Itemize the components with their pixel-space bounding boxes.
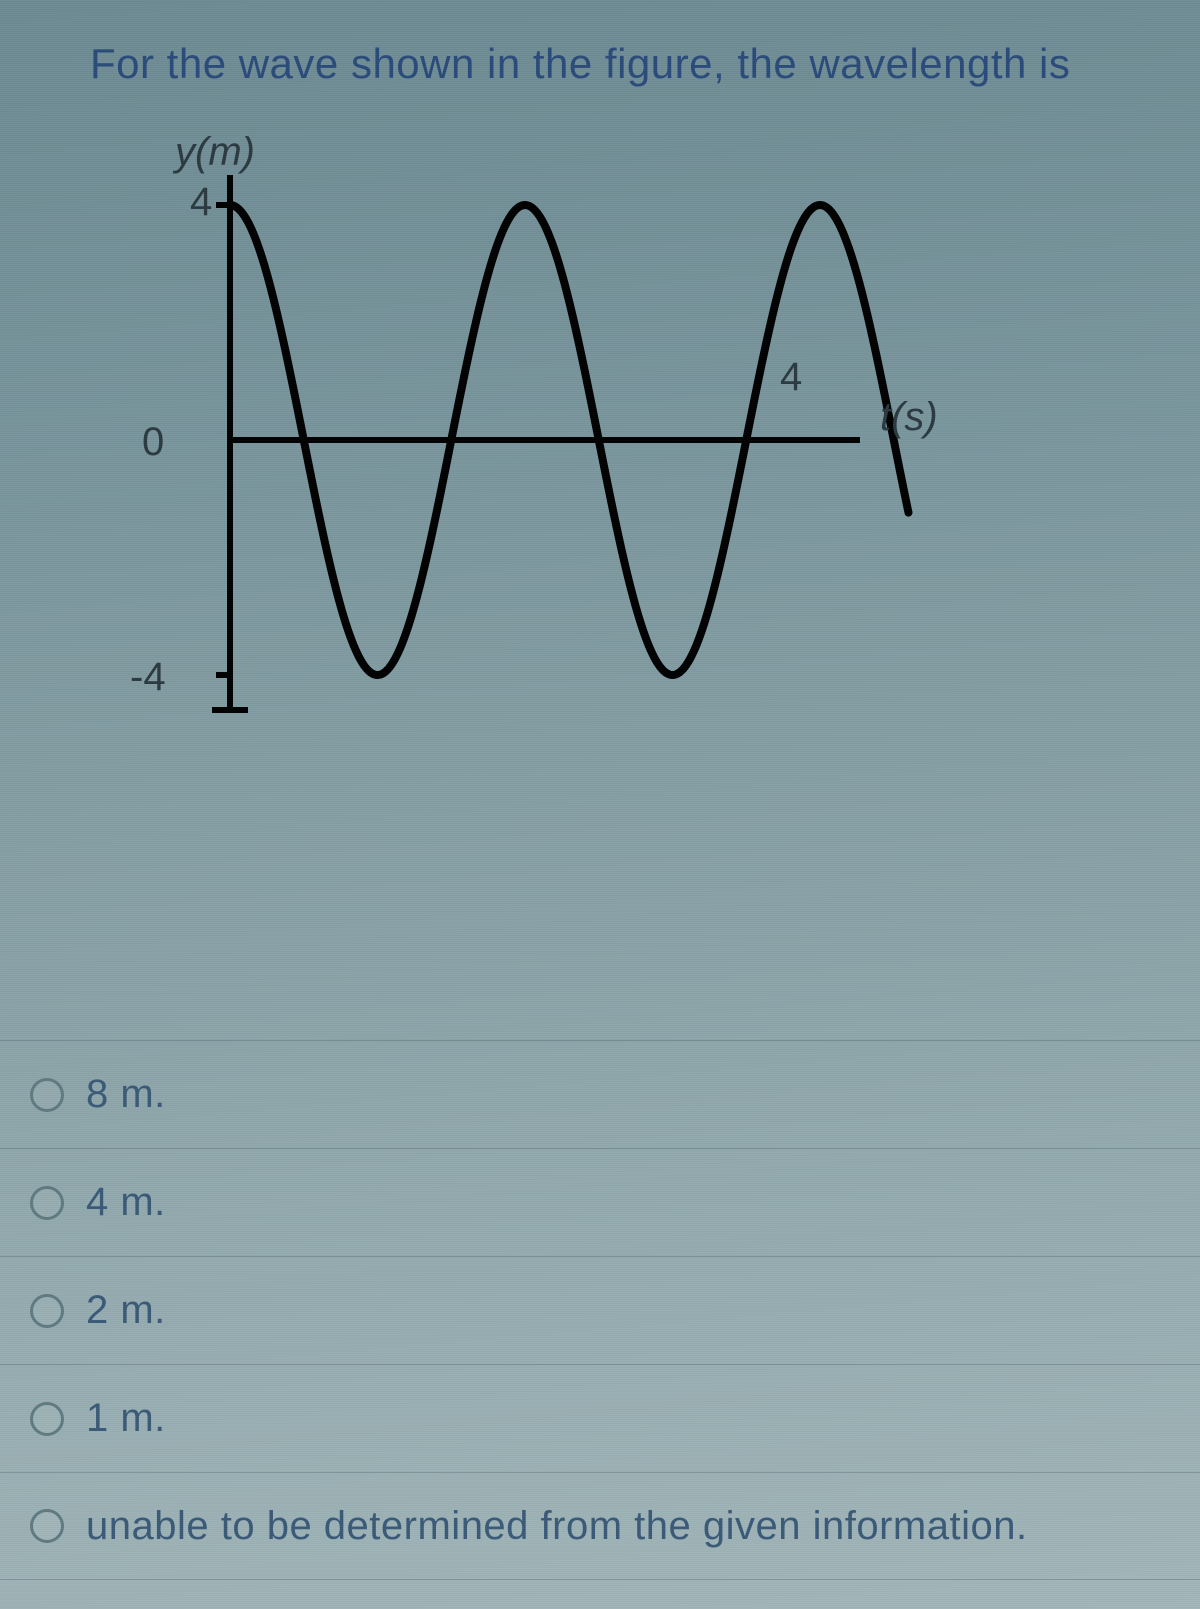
option-row[interactable]: 8 m. [0,1040,1200,1148]
y-axis-label: y(m) [175,130,255,175]
x-tick-4: 4 [780,355,802,400]
radio-icon[interactable] [30,1186,64,1220]
wave-svg [160,140,960,780]
y-tick-neg4: -4 [130,655,166,700]
option-row[interactable]: unable to be determined from the given i… [0,1472,1200,1580]
radio-icon[interactable] [30,1078,64,1112]
option-label: 1 m. [86,1396,166,1441]
radio-icon[interactable] [30,1402,64,1436]
question-text: For the wave shown in the figure, the wa… [90,40,1070,88]
wave-chart: y(m) 4 0 -4 4 t(s) [160,140,960,780]
x-axis-label: t(s) [880,395,938,440]
y-tick-0: 0 [142,420,164,465]
option-label: unable to be determined from the given i… [86,1504,1028,1549]
option-label: 8 m. [86,1072,166,1117]
option-label: 4 m. [86,1180,166,1225]
option-row[interactable]: 2 m. [0,1256,1200,1364]
answer-options: 8 m. 4 m. 2 m. 1 m. unable to be determi… [0,1040,1200,1580]
option-label: 2 m. [86,1288,166,1333]
option-row[interactable]: 4 m. [0,1148,1200,1256]
option-row[interactable]: 1 m. [0,1364,1200,1472]
radio-icon[interactable] [30,1509,64,1543]
y-tick-4: 4 [190,180,212,225]
radio-icon[interactable] [30,1294,64,1328]
